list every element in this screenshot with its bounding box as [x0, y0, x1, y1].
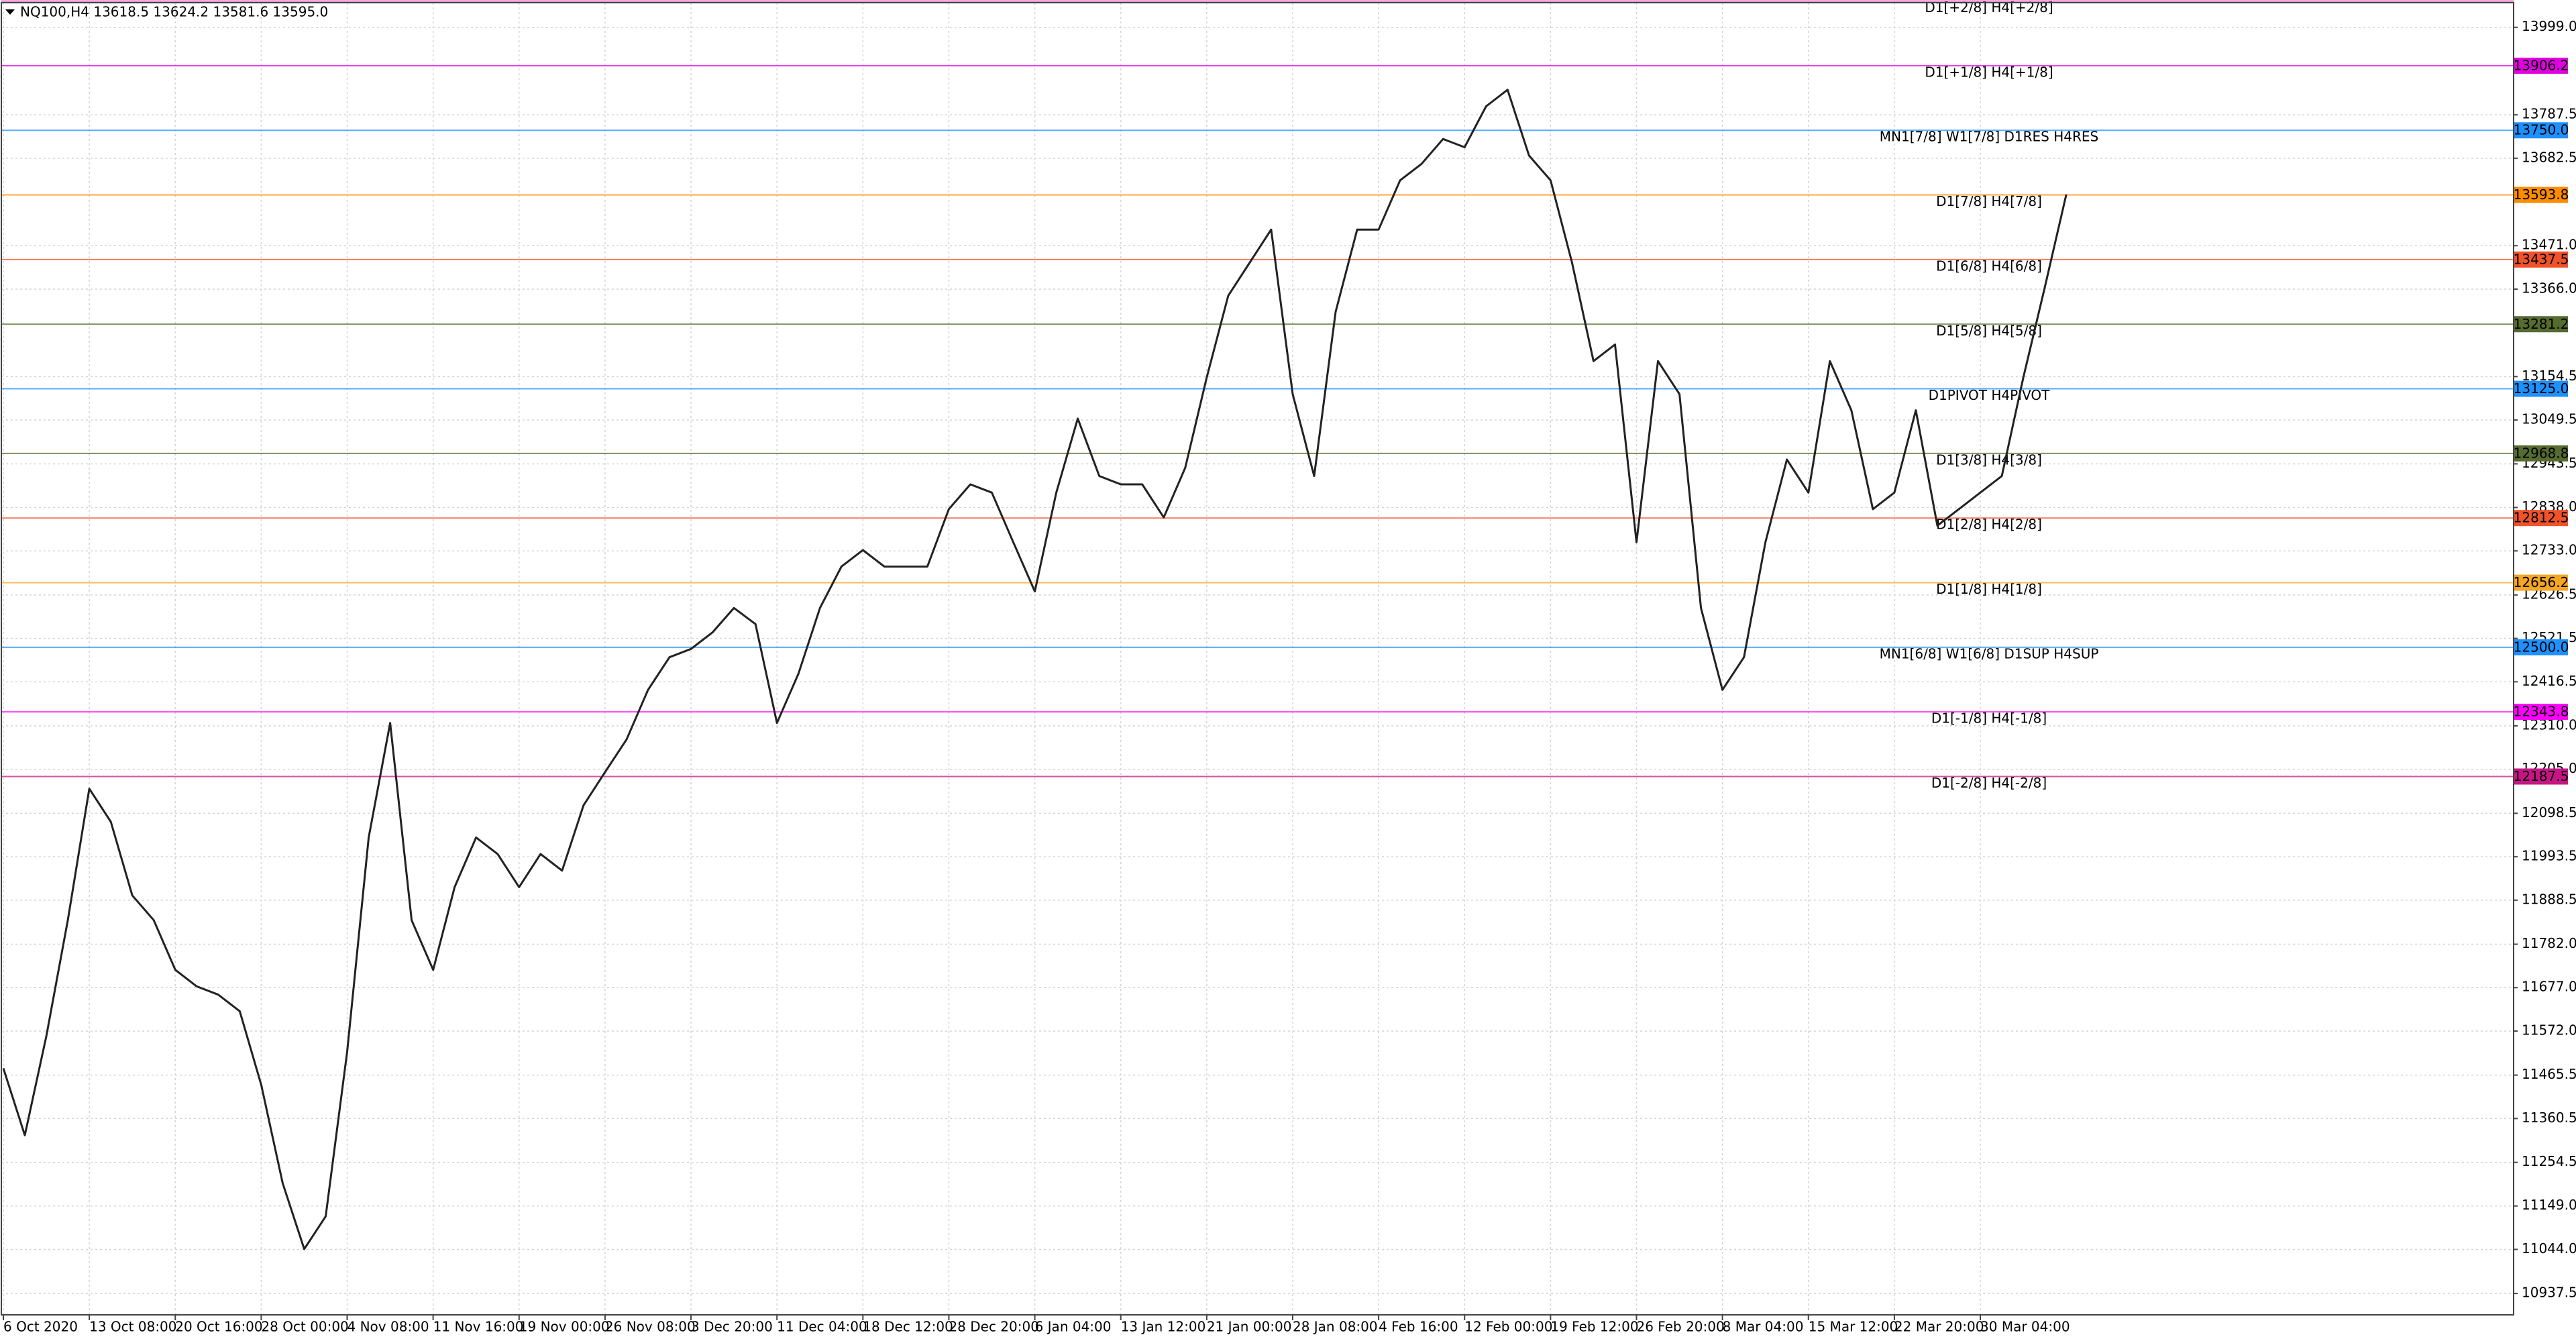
x-tick-label: 22 Mar 20:00	[1894, 1319, 1984, 1335]
x-tick-label: 12 Feb 00:00	[1464, 1319, 1552, 1335]
level-name: D1[+2/8] H4[+2/8]	[1925, 0, 2053, 15]
level-name: D1[-1/8] H4[-1/8]	[1931, 710, 2047, 727]
x-tick-label: 6 Oct 2020	[3, 1319, 78, 1335]
level-name: D1[-2/8] H4[-2/8]	[1931, 775, 2047, 791]
y-tick-label: 11149.0	[2522, 1197, 2576, 1213]
header: NQ100,H4 13618.5 13624.2 13581.6 13595.0	[20, 4, 328, 20]
x-tick-label: 11 Dec 04:00	[777, 1319, 867, 1335]
y-tick-label: 13471.0	[2522, 237, 2576, 253]
x-tick-label: 28 Oct 00:00	[261, 1319, 348, 1335]
x-tick-label: 4 Nov 08:00	[347, 1319, 429, 1335]
level-value: 12343.8	[2514, 704, 2569, 720]
x-tick-label: 30 Mar 04:00	[1980, 1319, 2070, 1335]
x-tick-label: 18 Dec 12:00	[863, 1319, 953, 1335]
y-tick-label: 11993.5	[2522, 848, 2576, 864]
x-tick-label: 13 Jan 12:00	[1121, 1319, 1206, 1335]
x-tick-label: 21 Jan 00:00	[1207, 1319, 1292, 1335]
level-box	[2514, 57, 2568, 74]
x-tick-label: 20 Oct 16:00	[175, 1319, 262, 1335]
x-tick-label: 19 Nov 00:00	[519, 1319, 610, 1335]
level-box	[2514, 380, 2568, 397]
level-value: 12500.0	[2514, 639, 2569, 655]
y-tick-label: 11360.5	[2522, 1110, 2576, 1126]
y-tick-label: 11888.5	[2522, 891, 2576, 907]
x-tick-label: 3 Dec 20:00	[691, 1319, 773, 1335]
y-tick-label: 13682.5	[2522, 149, 2576, 165]
level-name: D1[6/8] H4[6/8]	[1936, 258, 2042, 274]
level-box	[2514, 768, 2568, 785]
level-value: 13437.5	[2514, 251, 2569, 267]
level-value: 13281.2	[2514, 316, 2569, 332]
level-value: 12812.5	[2514, 510, 2569, 526]
y-tick-label: 12733.0	[2522, 542, 2576, 558]
level-name: D1PIVOT H4PIVOT	[1929, 387, 2051, 403]
x-tick-label: 13 Oct 08:00	[89, 1319, 176, 1335]
menu-arrow[interactable]	[5, 9, 15, 15]
level-box	[2514, 510, 2568, 527]
y-tick-label: 13049.5	[2522, 411, 2576, 427]
x-tick-label: 26 Nov 08:00	[605, 1319, 696, 1335]
x-tick-label: 8 Mar 04:00	[1723, 1319, 1804, 1335]
y-tick-label: 11677.0	[2522, 979, 2576, 995]
level-name: MN1[7/8] W1[7/8] D1RES H4RES	[1880, 129, 2098, 145]
price-line	[2, 89, 2068, 1250]
level-box	[2514, 186, 2568, 203]
y-tick-label: 11782.0	[2522, 935, 2576, 951]
level-value: 13750.0	[2514, 122, 2569, 138]
y-tick-label: 12098.5	[2522, 804, 2576, 820]
y-tick-label: 12416.5	[2522, 673, 2576, 689]
level-value: 13593.8	[2514, 186, 2569, 203]
level-box	[2514, 251, 2568, 268]
y-tick-label: 11572.0	[2522, 1022, 2576, 1038]
level-box	[2514, 122, 2568, 139]
level-value: 12968.8	[2514, 445, 2569, 461]
level-value: 12656.2	[2514, 574, 2569, 590]
level-name: D1[+1/8] H4[+1/8]	[1925, 64, 2053, 80]
x-tick-label: 28 Jan 08:00	[1293, 1319, 1378, 1335]
x-tick-label: 4 Feb 16:00	[1379, 1319, 1458, 1335]
level-value: 13125.0	[2514, 380, 2569, 396]
y-tick-label: 11254.5	[2522, 1153, 2576, 1169]
grid	[1, 3, 2514, 1315]
price	[2, 89, 2068, 1250]
x-tick-label: 6 Jan 04:00	[1035, 1319, 1112, 1335]
y-tick-label: 11465.5	[2522, 1066, 2576, 1082]
y-tick-label: 13999.0	[2522, 18, 2576, 34]
level-box	[2514, 704, 2568, 720]
level-name: MN1[6/8] W1[6/8] D1SUP H4SUP	[1880, 645, 2099, 661]
x-tick-label: 28 Dec 20:00	[949, 1319, 1039, 1335]
plot-frame	[1, 2, 2514, 1316]
level-name: D1[7/8] H4[7/8]	[1936, 193, 2042, 209]
level-value: 13906.2	[2514, 57, 2569, 73]
x-tick-label: 26 Feb 20:00	[1637, 1319, 1725, 1335]
x-tick-label: 19 Feb 12:00	[1550, 1319, 1638, 1335]
y-tick-label: 13787.5	[2522, 106, 2576, 122]
level-name: D1[1/8] H4[1/8]	[1936, 581, 2042, 597]
level-value: 12187.5	[2514, 768, 2569, 784]
x-tick-label: 11 Nov 16:00	[433, 1319, 524, 1335]
levels: D1[+2/8] H4[+2/8] D1[+1/8] H4[+1/8] MN1[7/…	[1, 0, 2514, 791]
level-box	[2514, 316, 2568, 333]
y-tick-label: 10937.5	[2522, 1285, 2576, 1301]
y-tick-label: 13366.0	[2522, 280, 2576, 296]
level-box	[2514, 639, 2568, 655]
x-tick-label: 15 Mar 12:00	[1809, 1319, 1898, 1335]
level-name: D1[2/8] H4[2/8]	[1936, 517, 2042, 533]
level-box	[2514, 445, 2568, 462]
level-name: D1[3/8] H4[3/8]	[1936, 451, 2042, 468]
y-tick-label: 11044.0	[2522, 1240, 2576, 1256]
level-box	[2514, 574, 2568, 591]
level-name: D1[5/8] H4[5/8]	[1936, 323, 2042, 339]
